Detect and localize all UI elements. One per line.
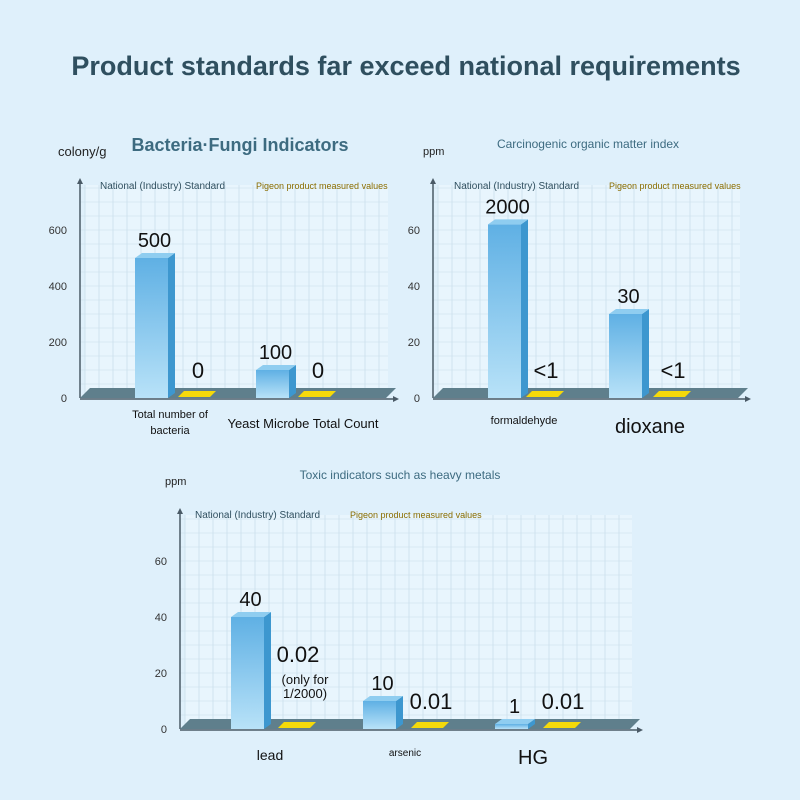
- standard-bar: [256, 370, 289, 398]
- standard-bar-side: [521, 219, 528, 398]
- standard-bar-side: [168, 253, 175, 398]
- standard-value-label: 1: [509, 696, 520, 718]
- standard-value-label: 500: [138, 230, 171, 252]
- category-label: HG: [518, 747, 548, 769]
- standard-bar-top: [609, 309, 649, 314]
- measured-value-label: 0.02: [277, 642, 320, 667]
- x-axis-arrow: [637, 727, 643, 733]
- y-axis-unit: ppm: [423, 146, 444, 158]
- standard-bar-side: [396, 696, 403, 729]
- category-label: arsenic: [389, 748, 421, 759]
- y-axis-unit: colony/g: [58, 144, 106, 159]
- measured-value-label: 0: [192, 358, 204, 383]
- plot-area: [85, 185, 388, 398]
- measured-value-label: <1: [533, 358, 558, 383]
- standard-bar-side: [528, 719, 535, 729]
- y-tick-label: 400: [49, 281, 67, 293]
- y-tick-label: 0: [161, 724, 167, 736]
- category-label: formaldehyde: [491, 415, 558, 427]
- legend-measured: Pigeon product measured values: [609, 181, 741, 191]
- standard-bar-top: [231, 612, 271, 617]
- measured-value-label: 0.01: [410, 689, 453, 714]
- chart-title: Toxic indicators such as heavy metals: [300, 468, 501, 482]
- chart-title: Carcinogenic organic matter index: [497, 137, 679, 151]
- standard-value-label: 40: [239, 589, 261, 611]
- y-tick-label: 40: [155, 612, 167, 624]
- annotation: (only for 1/2000): [282, 672, 330, 701]
- y-tick-label: 60: [408, 225, 420, 237]
- standard-bar-side: [289, 365, 296, 398]
- standard-bar: [609, 314, 642, 398]
- chart-floor: [80, 388, 396, 398]
- standard-bar: [495, 724, 528, 729]
- y-tick-label: 60: [155, 556, 167, 568]
- legend-standard: National (Industry) Standard: [195, 510, 320, 521]
- legend-measured: Pigeon product measured values: [350, 510, 482, 520]
- y-tick-label: 20: [155, 668, 167, 680]
- chart-title: Bacteria·Fungi Indicators: [131, 135, 348, 155]
- y-tick-label: 40: [408, 281, 420, 293]
- standard-bar-top: [363, 696, 403, 701]
- measured-bar: [653, 391, 691, 397]
- y-tick-label: 0: [414, 393, 420, 405]
- y-tick-label: 20: [408, 337, 420, 349]
- y-tick-label: 200: [49, 337, 67, 349]
- measured-bar: [526, 391, 564, 397]
- standard-bar-top: [135, 253, 175, 258]
- standard-bar: [488, 224, 521, 398]
- standard-bar-top: [256, 365, 296, 370]
- chart-floor: [433, 388, 748, 398]
- plot-area: [438, 185, 740, 398]
- legend-standard: National (Industry) Standard: [454, 181, 579, 192]
- standard-bar-top: [488, 219, 528, 225]
- category-label: Yeast Microbe Total Count: [227, 416, 378, 431]
- page-title: Product standards far exceed national re…: [71, 51, 740, 81]
- y-tick-label: 0: [61, 393, 67, 405]
- category-label: dioxane: [615, 416, 685, 438]
- standard-value-label: 30: [617, 286, 639, 308]
- standard-bar-top: [495, 719, 535, 724]
- category-label: lead: [257, 747, 283, 763]
- standard-bar: [363, 701, 396, 729]
- standard-bar: [135, 258, 168, 398]
- standard-bar: [231, 617, 264, 729]
- measured-value-label: <1: [660, 358, 685, 383]
- standard-value-label: 100: [259, 342, 292, 364]
- y-tick-label: 600: [49, 225, 67, 237]
- x-axis-arrow: [745, 396, 751, 402]
- standard-value-label: 10: [371, 673, 393, 695]
- category-label: Total number of bacteria: [132, 409, 209, 437]
- standard-bar-side: [642, 309, 649, 398]
- measured-bar: [178, 391, 216, 397]
- y-axis-unit: ppm: [165, 476, 186, 488]
- standard-value-label: 2000: [485, 196, 530, 218]
- y-axis-arrow: [430, 178, 436, 184]
- legend-standard: National (Industry) Standard: [100, 181, 225, 192]
- standard-bar-side: [264, 612, 271, 729]
- measured-value-label: 0: [312, 358, 324, 383]
- x-axis-arrow: [393, 396, 399, 402]
- measured-bar: [543, 722, 581, 728]
- measured-bar: [278, 722, 316, 728]
- measured-value-label: 0.01: [542, 689, 585, 714]
- measured-bar: [411, 722, 449, 728]
- y-axis-arrow: [177, 508, 183, 514]
- legend-measured: Pigeon product measured values: [256, 181, 388, 191]
- measured-bar: [298, 391, 336, 397]
- y-axis-arrow: [77, 178, 83, 184]
